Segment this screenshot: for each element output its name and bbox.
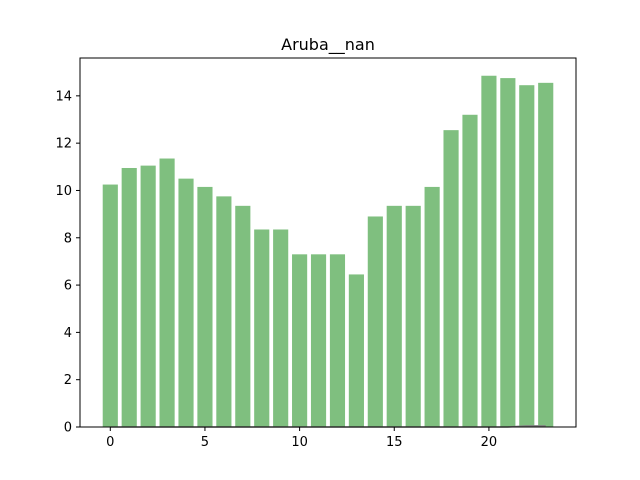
bar-21	[500, 78, 516, 427]
x-axis: 0 5 10 15 20	[106, 427, 497, 450]
x-tick-label-5: 5	[201, 435, 209, 450]
bar-18	[443, 130, 459, 427]
bar-11	[310, 254, 327, 427]
bar-9	[273, 229, 289, 427]
bar-12	[329, 254, 346, 427]
plot-frame	[79, 57, 577, 428]
x-tick-label-20: 20	[481, 435, 498, 450]
bar-1	[121, 167, 137, 427]
bar-2	[140, 165, 156, 427]
x-tick-label-10: 10	[291, 435, 308, 450]
x-tick-label-15: 15	[386, 435, 403, 450]
bars-group	[102, 75, 554, 428]
bar-17	[424, 186, 440, 427]
y-tick-label-12: 12	[55, 137, 72, 152]
y-tick-label-8: 8	[64, 231, 72, 246]
bar-10	[292, 254, 308, 427]
bar-5	[197, 186, 213, 427]
bar-13	[348, 274, 364, 427]
bar-6	[216, 196, 232, 427]
bar-4	[178, 178, 194, 427]
y-tick-label-14: 14	[55, 89, 72, 104]
x-tick-label-0: 0	[106, 435, 114, 450]
bar-7	[235, 205, 251, 427]
bar-14	[367, 216, 383, 427]
bar-0	[102, 184, 118, 427]
bar-3	[159, 158, 175, 427]
y-tick-label-6: 6	[64, 279, 72, 294]
bar-8	[254, 229, 270, 427]
bar-16	[405, 205, 421, 427]
y-axis: 0 2 4 6 8 10 12 14	[55, 89, 80, 436]
y-tick-label-10: 10	[55, 184, 72, 199]
bar-19	[462, 114, 478, 428]
y-tick-label-0: 0	[64, 421, 72, 436]
bar-15	[386, 205, 402, 427]
bar-22	[519, 85, 535, 428]
bar-23	[538, 82, 554, 427]
bar-20	[481, 75, 497, 427]
y-tick-label-4: 4	[64, 326, 72, 341]
chart-title: Aruba__nan	[281, 35, 375, 55]
y-tick-label-2: 2	[64, 373, 72, 388]
